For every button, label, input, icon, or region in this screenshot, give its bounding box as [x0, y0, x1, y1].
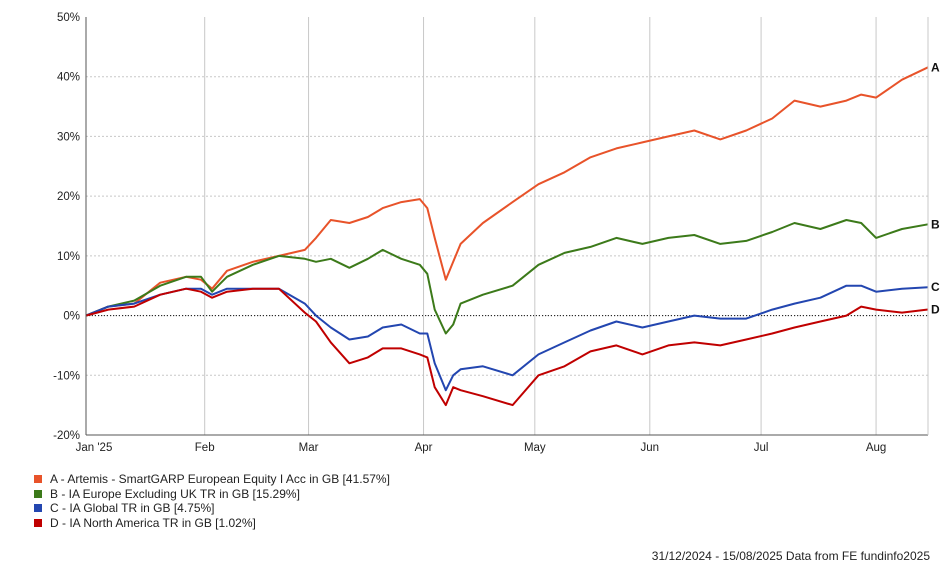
legend-swatch [34, 475, 42, 484]
legend-label: D - IA North America TR in GB [1.02%] [50, 515, 256, 530]
y-tick-label: 50% [57, 12, 80, 24]
legend-label: C - IA Global TR in GB [4.75%] [50, 501, 215, 515]
legend-item-a: A - Artemis - SmartGARP European Equity … [34, 472, 390, 487]
date-range-footer: 31/12/2024 - 15/08/2025 Data from FE fun… [651, 549, 930, 563]
series-lines [85, 66, 929, 407]
y-tick-label: 40% [57, 72, 80, 84]
x-tick-label: Jul [754, 442, 769, 454]
series-line-b [85, 219, 929, 335]
y-tick-label: 10% [57, 251, 80, 263]
end-label-b: B [931, 217, 940, 231]
line-chart: 50% 40% 30% 20% 10% 0% -10% -20% Jan '25 Feb Mar A… [53, 12, 940, 454]
x-tick-label: Aug [866, 442, 886, 454]
series-line-d [85, 287, 929, 407]
end-label-c: C [931, 280, 940, 294]
legend-label: B - IA Europe Excluding UK TR in GB [15.… [50, 486, 300, 501]
legend-swatch [34, 518, 42, 527]
legend-item-d: D - IA North America TR in GB [1.02%] [34, 516, 390, 531]
x-tick-label: May [524, 442, 546, 454]
x-tick-label: Apr [415, 442, 433, 454]
series-line-a [85, 66, 929, 317]
series-line-c [85, 284, 929, 392]
legend-item-c: C - IA Global TR in GB [4.75%] [34, 501, 390, 516]
legend-swatch [34, 504, 42, 513]
x-tick-label: Jun [641, 442, 660, 454]
legend-swatch [34, 489, 42, 498]
x-tick-labels: Jan '25 Feb Mar Apr May Jun Jul Aug [76, 442, 887, 454]
axes [85, 17, 929, 436]
x-tick-label: Feb [195, 442, 215, 454]
y-tick-label: -10% [53, 370, 80, 382]
end-label-a: A [931, 60, 940, 74]
grid-lines [86, 17, 928, 435]
x-tick-label: Jan '25 [76, 442, 113, 454]
x-tick-label: Mar [299, 442, 319, 454]
series-end-labels: A B CD [931, 60, 940, 316]
legend-label: A - Artemis - SmartGARP European Equity … [50, 472, 390, 486]
y-tick-label: -20% [53, 430, 80, 442]
y-tick-label: 0% [63, 311, 80, 323]
legend-item-b: B - IA Europe Excluding UK TR in GB [15.… [34, 487, 390, 502]
chart-legend: A - Artemis - SmartGARP European Equity … [34, 472, 390, 530]
y-tick-label: 20% [57, 191, 80, 203]
end-label-d: D [931, 302, 940, 316]
y-tick-label: 30% [57, 131, 80, 143]
y-tick-labels: 50% 40% 30% 20% 10% 0% -10% -20% [53, 12, 80, 442]
